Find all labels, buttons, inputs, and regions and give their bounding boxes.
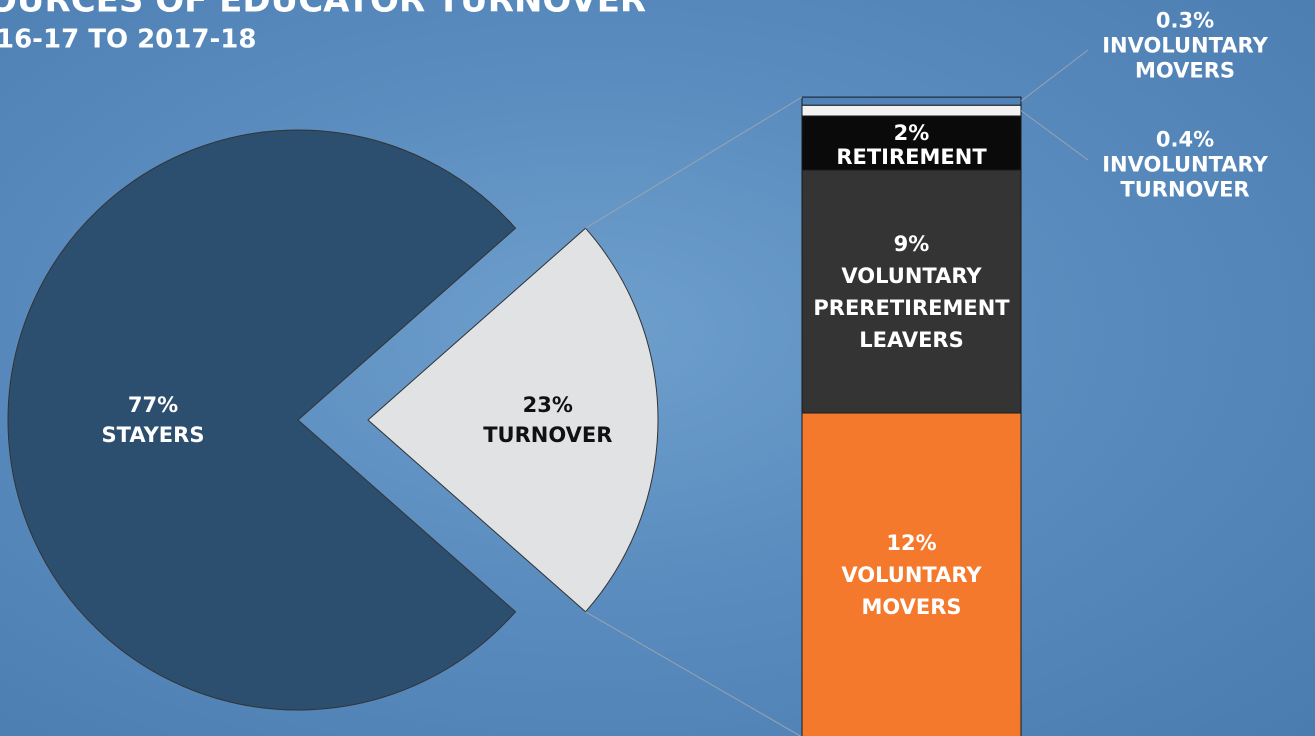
segment-category-label: INVOLUNTARY TURNOVER — [1102, 152, 1268, 202]
segment-value-label: 0.4% — [1155, 127, 1215, 152]
bar-segment — [801, 412, 1022, 736]
slice-value-label: 23% — [523, 393, 573, 417]
segment-label: 0.4% INVOLUNTARY TURNOVER — [1078, 128, 1293, 203]
connector-line — [585, 611, 802, 736]
connector-line — [585, 96, 803, 229]
bar-segment — [801, 104, 1022, 117]
segment-category-label: INVOLUNTARY MOVERS — [1102, 33, 1268, 83]
pie-slice — [7, 129, 517, 711]
pie-slice — [367, 227, 659, 613]
bar-segment — [801, 96, 1022, 106]
slice-value-label: 77% — [128, 393, 178, 417]
segment-label: 9% VOLUNTARY PRERETIREMENT LEAVERS — [804, 228, 1019, 356]
leader-line — [1020, 110, 1089, 161]
chart-title: OURCES OF EDUCATOR TURNOVER — [0, 0, 646, 21]
segment-value-label: 0.3% — [1155, 8, 1215, 33]
segment-value-label: 12% — [886, 530, 937, 555]
segment-category-label: VOLUNTARY MOVERS — [841, 562, 982, 619]
leader-line — [1020, 49, 1089, 102]
segment-value-label: 2% — [893, 121, 930, 145]
slice-category-label: STAYERS — [102, 423, 205, 447]
chart-subtitle: 16-17 TO 2017-18 — [0, 25, 256, 55]
segment-label: 12% VOLUNTARY MOVERS — [804, 527, 1019, 623]
segment-category-label: VOLUNTARY PRERETIREMENT LEAVERS — [813, 263, 1010, 352]
segment-label: 2% RETIREMENT — [804, 121, 1019, 169]
bar-segment — [801, 115, 1022, 171]
segment-category-label: RETIREMENT — [836, 145, 987, 169]
segment-label: 0.3% INVOLUNTARY MOVERS — [1078, 9, 1293, 84]
slice-category-label: TURNOVER — [483, 423, 612, 447]
segment-value-label: 9% — [893, 231, 930, 256]
